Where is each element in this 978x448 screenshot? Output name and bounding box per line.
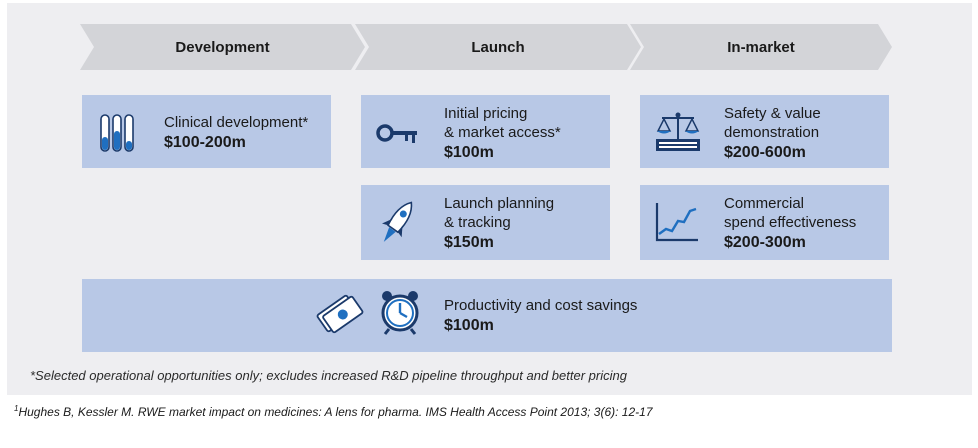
commercial-spend-value: $200-300m <box>724 234 806 251</box>
initial-pricing-value: $100m <box>444 144 494 161</box>
reference-marker: 1 <box>14 404 19 413</box>
safety-value-line2: demonstration <box>724 124 820 141</box>
initial-pricing-line2: & market access* <box>444 124 561 141</box>
key-icon <box>376 121 420 150</box>
productivity-value: $100m <box>444 317 494 334</box>
commercial-spend-line2: spend effectiveness <box>724 214 857 231</box>
initial-pricing-line1: Initial pricing <box>444 105 528 122</box>
commercial-spend-line1: Commercial <box>724 195 805 212</box>
launch-planning-value: $150m <box>444 234 494 251</box>
reference-text: Hughes B, Kessler M. RWE market impact o… <box>18 405 653 419</box>
safety-value-text: Safety & value demonstration $200-600m <box>724 104 821 164</box>
stage-in-market: In-market <box>630 24 892 70</box>
safety-value-box <box>640 95 889 168</box>
clinical-development-value: $100-200m <box>164 134 246 151</box>
launch-planning-line1: Launch planning <box>444 195 555 212</box>
line-chart-icon <box>654 201 700 248</box>
alarm-clock-icon <box>379 289 421 340</box>
stage-launch-label: Launch <box>471 38 525 56</box>
launch-planning-line2: & tracking <box>444 214 511 231</box>
clinical-development-box <box>82 95 331 168</box>
initial-pricing-text: Initial pricing & market access* $100m <box>444 104 561 164</box>
reference: 1Hughes B, Kessler M. RWE market impact … <box>14 404 653 419</box>
productivity-label: Productivity and cost savings <box>444 297 638 314</box>
clinical-development-text: Clinical development* $100-200m <box>164 113 308 154</box>
clinical-development-label: Clinical development* <box>164 114 309 131</box>
launch-planning-text: Launch planning & tracking $150m <box>444 194 554 254</box>
rocket-icon <box>378 196 416 255</box>
productivity-box <box>82 279 892 352</box>
safety-value-value: $200-600m <box>724 144 806 161</box>
balance-scale-icon <box>654 111 702 158</box>
stage-in-market-label: In-market <box>727 38 795 56</box>
test-tubes-icon <box>99 111 135 160</box>
safety-value-line1: Safety & value <box>724 105 821 122</box>
footnote: *Selected operational opportunities only… <box>30 368 627 383</box>
commercial-spend-text: Commercial spend effectiveness $200-300m <box>724 194 856 254</box>
stage-development: Development <box>80 24 365 70</box>
stage-development-label: Development <box>175 38 270 56</box>
money-icon <box>316 292 364 341</box>
stage-launch: Launch <box>355 24 641 70</box>
productivity-text: Productivity and cost savings $100m <box>444 296 637 337</box>
